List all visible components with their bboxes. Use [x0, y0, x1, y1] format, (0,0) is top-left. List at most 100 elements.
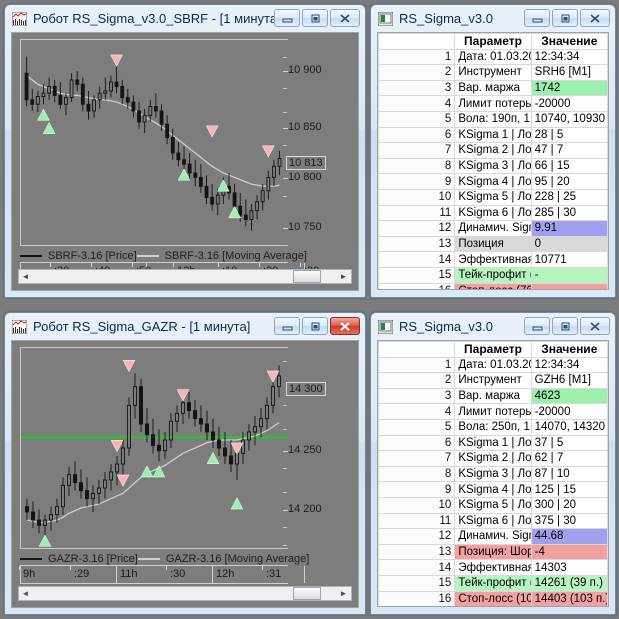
value-cell: 9.91	[530, 220, 608, 237]
table-row[interactable]: 8 KSigma 3 | Лот 87 | 10	[378, 465, 608, 483]
legend-item-price: GAZR-3.16 [Price]	[20, 553, 138, 565]
value-cell: 14261 (39 п.)	[530, 574, 608, 592]
window-chart-sbrf[interactable]: Робот RS_Sigma_v3.0_SBRF - [1 минута]	[4, 4, 366, 298]
table-row[interactable]: 7 KSigma 2 | Лот 47 | 7	[378, 142, 608, 159]
table-row[interactable]: 10 KSigma 5 | Лот 300 | 20	[378, 496, 608, 514]
titlebar-chart-sbrf[interactable]: Робот RS_Sigma_v3.0_SBRF - [1 минута]	[5, 5, 365, 32]
horizontal-scrollbar-sbrf[interactable]: ◄ ►	[18, 269, 352, 284]
param-cell: KSigma 3 | Лот	[454, 157, 532, 175]
window-title-chart-gazr: Робот RS_Sigma_GAZR - [1 минута]	[33, 319, 251, 334]
window-title-table-sbrf: RS_Sigma_v3.0	[399, 11, 493, 26]
chart-canvas-gazr[interactable]: 14 300 14 250 14 200 GAZR-3.16 [Price]	[11, 340, 359, 608]
horizontal-scrollbar-gazr[interactable]: ◄ ►	[18, 586, 352, 601]
value-cell: 14303	[530, 559, 608, 576]
table-row[interactable]: 9 KSigma 4 | Лот 125 | 15	[378, 481, 608, 498]
plot-area-gazr[interactable]	[20, 347, 288, 549]
table-row[interactable]: 11 KSigma 6 | Лот 375 | 30	[378, 512, 608, 530]
row-number: 14	[378, 559, 456, 576]
scroll-left-arrow[interactable]: ◄	[21, 272, 30, 281]
row-number: 15	[378, 266, 456, 284]
param-cell: Вола: 190п, 1.7%	[454, 110, 532, 128]
minimize-button[interactable]	[524, 317, 550, 335]
table-row[interactable]: 13 Позиция: Шорт -4	[378, 543, 608, 561]
close-button[interactable]	[330, 9, 360, 27]
row-number: 2	[378, 64, 456, 81]
row-number: 8	[378, 157, 456, 175]
chart-canvas-sbrf[interactable]: 10 900 10 850 10 813 10 800 10 750 SBRF-…	[11, 32, 359, 291]
param-cell: KSigma 4 | Лот	[454, 481, 532, 498]
param-cell: Тейк-профит (42 п.)	[454, 574, 532, 592]
scroll-left-arrow[interactable]: ◄	[21, 589, 30, 598]
legend-label-price: GAZR-3.16 [Price]	[48, 553, 138, 565]
titlebar-table-sbrf[interactable]: RS_Sigma_v3.0	[371, 5, 615, 32]
window-table-gazr[interactable]: RS_Sigma_v3.0 Параметр	[370, 312, 616, 615]
table-row[interactable]: 2 Инструмент SRH6 [M1]	[378, 64, 608, 81]
x-tick: :30	[165, 566, 186, 580]
value-cell: 0	[530, 235, 608, 253]
scroll-right-arrow[interactable]: ►	[339, 589, 348, 598]
plot-area-sbrf[interactable]	[20, 39, 288, 246]
close-button[interactable]	[580, 317, 610, 335]
value-cell: 125 | 15	[530, 481, 608, 498]
value-cell: 14070, 14320	[530, 418, 608, 436]
maximize-button[interactable]	[552, 317, 578, 335]
window-controls-table-sbrf[interactable]	[524, 9, 610, 27]
row-number: 13	[378, 235, 456, 253]
value-cell: 10740, 10930	[530, 110, 608, 128]
minimize-button[interactable]	[274, 9, 300, 27]
table-row[interactable]: 3 Вар. маржа 1742	[378, 79, 608, 97]
maximize-button[interactable]	[302, 317, 328, 335]
scroll-right-arrow[interactable]: ►	[339, 272, 348, 281]
table-row[interactable]: 9 KSigma 4 | Лот 95 | 20	[378, 173, 608, 190]
table-row[interactable]: 7 KSigma 2 | Лот 62 | 7	[378, 450, 608, 467]
window-controls-chart-sbrf[interactable]	[274, 9, 360, 27]
table-row[interactable]: 2 Инструмент GZH6 [M1]	[378, 372, 608, 389]
scrollbar-thumb[interactable]	[293, 587, 321, 600]
titlebar-table-gazr[interactable]: RS_Sigma_v3.0	[371, 313, 615, 340]
row-number: 16	[378, 282, 456, 289]
table-row[interactable]: 4 Лимит потерь -20000	[378, 95, 608, 112]
close-button[interactable]	[330, 317, 360, 335]
maximize-button[interactable]	[552, 9, 578, 27]
table-row[interactable]: 10 KSigma 5 | Лот 228 | 25	[378, 188, 608, 206]
table-row[interactable]: 11 KSigma 6 | Лот 285 | 30	[378, 204, 608, 222]
table-row[interactable]: 6 KSigma 1 | Лот 28 | 5	[378, 126, 608, 144]
table-row[interactable]: 13 Позиция 0	[378, 235, 608, 253]
minimize-button[interactable]	[274, 317, 300, 335]
scrollbar-thumb[interactable]	[293, 270, 321, 283]
window-table-sbrf[interactable]: RS_Sigma_v3.0 Параметр	[370, 4, 616, 298]
titlebar-chart-gazr[interactable]: Робот RS_Sigma_GAZR - [1 минута]	[5, 313, 365, 340]
y-axis-gazr: 14 300 14 250 14 200	[283, 347, 350, 549]
window-controls-chart-gazr[interactable]	[274, 317, 360, 335]
table-row[interactable]: 3 Вар. маржа 4623	[378, 387, 608, 405]
legend-swatch-ma	[137, 558, 160, 560]
table-row[interactable]: 4 Лимит потерь -20000	[378, 403, 608, 420]
table-row[interactable]: 8 KSigma 3 | Лот 66 | 15	[378, 157, 608, 175]
window-chart-gazr[interactable]: Робот RS_Sigma_GAZR - [1 минута]	[4, 312, 366, 615]
row-number: 16	[378, 590, 456, 606]
close-button[interactable]	[580, 9, 610, 27]
row-number: 4	[378, 403, 456, 420]
column-header-num	[378, 341, 456, 358]
candlestick-plot-gazr	[21, 348, 288, 548]
maximize-button[interactable]	[302, 9, 328, 27]
window-controls-table-gazr[interactable]	[524, 317, 610, 335]
minimize-button[interactable]	[524, 9, 550, 27]
value-cell: 375 | 30	[530, 512, 608, 530]
table-row[interactable]: 6 KSigma 1 | Лот 37 | 5	[378, 434, 608, 452]
param-cell: KSigma 2 | Лот	[454, 142, 532, 159]
